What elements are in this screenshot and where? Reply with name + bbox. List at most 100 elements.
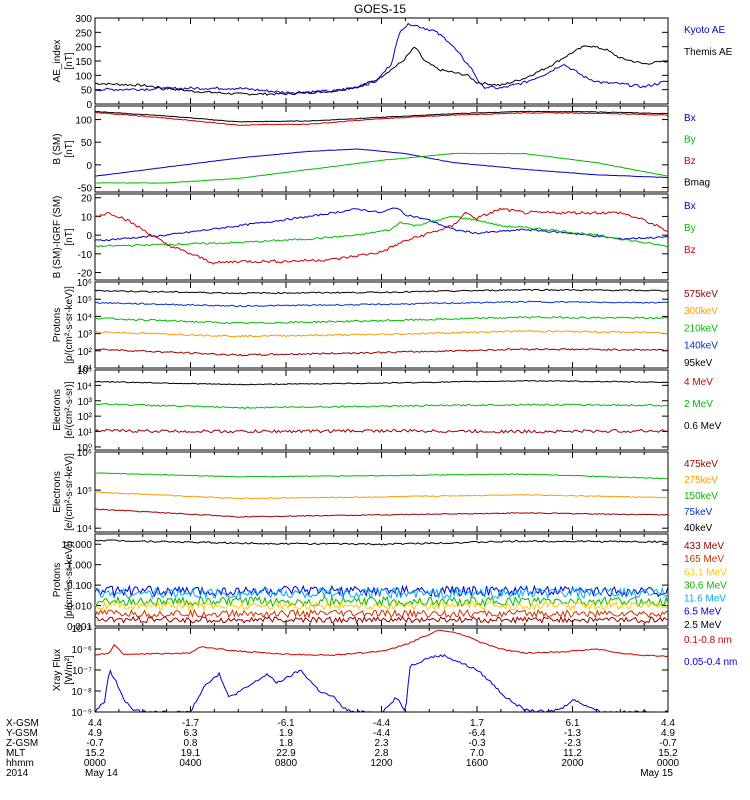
ephemeris-value: -0.7 (659, 738, 677, 749)
legend-entry: 275keV (684, 475, 718, 486)
panel-frame (94, 451, 669, 533)
series-line-165-mev (95, 608, 668, 619)
series-line-bx (95, 207, 668, 242)
ephemeris-row-label: MLT (6, 748, 25, 759)
ephemeris-value: 0400 (179, 758, 202, 769)
y-tick-label: 10³ (78, 397, 93, 408)
ephemeris-value: 1.7 (470, 718, 484, 729)
panel-electrons1: 10⁵ 10⁴ 10³ 10² 10¹ 10⁰ Electrons [e/(cm²-s-sr)… (52, 366, 722, 454)
legend-entry: 300keV (684, 306, 718, 317)
series-line-2-5-mev (95, 539, 668, 546)
panel-frame (94, 17, 669, 105)
ephemeris-value: -0.7 (86, 738, 104, 749)
ephemeris-value: 1600 (466, 758, 489, 769)
legend-entry: 0.05-0.4 nm (684, 657, 737, 668)
ephemeris-value: 0000 (84, 758, 107, 769)
y-tick-label: 10⁶ (77, 278, 92, 289)
ephemeris-value: 4.9 (661, 728, 675, 739)
legend-entry: 4 MeV (684, 377, 713, 388)
series-line-0-05-0-4-nm (95, 654, 668, 712)
y-axis-label: [p/(cm²-s-sr-keV)] (64, 286, 75, 364)
y-tick-label: 10⁵ (77, 366, 92, 377)
y-axis-label: [nT] (64, 140, 75, 157)
y-axis-label: [nT] (64, 228, 75, 245)
ephemeris-value: 19.1 (181, 748, 201, 759)
series-line-by (95, 152, 668, 184)
ephemeris-value: -6.1 (277, 718, 295, 729)
ephemeris-row-label: Y-GSM (6, 728, 38, 739)
ephemeris-value: -6.4 (468, 728, 486, 739)
ephemeris-value: 1200 (370, 758, 393, 769)
ephemeris-row-label: hhmm (6, 758, 34, 769)
legend-entry: 11.6 MeV (684, 594, 726, 605)
ephemeris-row-label: X-GSM (6, 718, 39, 729)
legend-entry: 210keV (684, 323, 718, 334)
legend-entry: Bx (684, 201, 696, 212)
y-tick-label: 250 (75, 28, 92, 39)
ephemeris-value: -0.3 (468, 738, 486, 749)
series-line-210kev (95, 315, 668, 325)
ephemeris-value: -1.7 (182, 718, 200, 729)
series-line-475kev (95, 508, 668, 518)
y-tick-label: 0.010 (67, 602, 92, 613)
panel-xray: 10⁻⁵ 10⁻⁶ 10⁻⁷ 10⁻⁸ 10⁻⁹ Xray Flux [W/m²] 0.1-0… (52, 624, 737, 719)
legend-entry: Kyoto AE (684, 25, 725, 36)
y-tick-label: 10⁰ (77, 443, 92, 454)
y-tick-label: 0.100 (67, 581, 92, 592)
y-tick-label: 10¹ (78, 364, 93, 375)
panel-protons1: 10⁶ 10⁵ 10⁴ 10³ 10² 10¹ Protons [p/(cm²-s-sr-ke… (52, 278, 718, 375)
series-line-bmag (95, 110, 668, 123)
y-tick-label: 10⁻⁹ (71, 708, 92, 719)
y-axis-label: Protons (52, 563, 63, 597)
legend-entry: By (684, 135, 696, 146)
legend-entry: Bx (684, 113, 696, 124)
legend-entry: 433 MeV (684, 541, 724, 552)
panel-bsm: 100 50 0 -50 B (SM) [nT] Bx By Bz Bmag (52, 105, 710, 194)
series-line-4-mev (95, 428, 668, 434)
legend-entry: 2 MeV (684, 399, 713, 410)
y-tick-label: 10¹ (78, 428, 93, 439)
y-tick-label: 10⁴ (77, 381, 92, 392)
ephemeris-value: 2.3 (375, 738, 389, 749)
ephemeris-value: 6.1 (566, 718, 580, 729)
y-tick-label: 10⁻⁸ (71, 687, 92, 698)
legend-entry: 575keV (684, 289, 718, 300)
ephemeris-value: -4.4 (373, 728, 391, 739)
series-line-140kev (95, 300, 668, 308)
y-tick-label: 10³ (78, 330, 93, 341)
y-tick-label: 50 (81, 86, 93, 97)
panel-protons2: 10.000 1.000 0.100 0.010 0.001 Protons [p/(cm²… (52, 533, 727, 633)
y-tick-label: 10⁻⁷ (72, 666, 92, 677)
legend-entry: 475keV (684, 459, 718, 470)
y-tick-label: 0 (86, 231, 92, 242)
ephemeris-value: 4.4 (88, 718, 102, 729)
y-tick-label: 50 (81, 138, 93, 149)
legend-entry: 0.1-0.8 nm (684, 635, 732, 646)
series-line-bx (95, 148, 668, 179)
y-tick-label: 10⁻⁶ (71, 645, 92, 656)
y-axis-label: [e/(cm²-s-sr-keV)] (64, 453, 75, 531)
legend-entry: By (684, 223, 696, 234)
ephemeris-value: 4.9 (88, 728, 102, 739)
panel-frame (94, 193, 669, 281)
legend-entry: 30.6 MeV (684, 580, 727, 591)
series-line-11-6-mev (95, 586, 668, 600)
y-axis-label: [e/(cm²-s-sr)] (64, 381, 75, 438)
y-tick-label: 10.000 (61, 540, 92, 551)
series-line-63-1-mev (95, 599, 668, 612)
y-tick-label: 1.000 (67, 561, 92, 572)
legend-entry: 95keV (684, 358, 713, 369)
y-tick-label: 10² (78, 412, 93, 423)
ephemeris-value: May 14 (85, 768, 118, 779)
legend-entry: 2.5 MeV (684, 620, 722, 631)
y-tick-label: 10⁻⁵ (71, 624, 92, 635)
series-line-575kev (95, 347, 668, 357)
y-tick-label: 100 (75, 116, 92, 127)
series-line-bz (95, 207, 668, 265)
y-axis-label: Electrons (52, 471, 63, 513)
ephemeris-value: -4.4 (373, 718, 391, 729)
series-line-275kev (95, 491, 668, 500)
y-tick-label: 0 (86, 161, 92, 172)
ephemeris-value: 0000 (657, 758, 680, 769)
y-tick-label: 0 (86, 100, 92, 111)
